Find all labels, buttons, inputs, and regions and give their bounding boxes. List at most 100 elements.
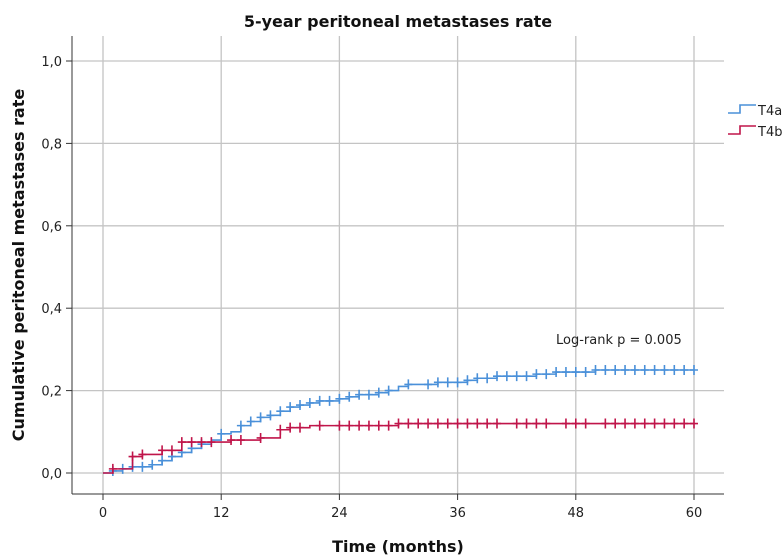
censor-mark-t4b	[522, 418, 531, 429]
censor-mark-t4a	[374, 387, 383, 398]
censor-mark-t4a	[493, 371, 501, 382]
censor-mark-t4a	[640, 365, 649, 375]
censor-mark-t4b	[680, 418, 689, 429]
censor-mark-t4a	[591, 365, 600, 375]
y-tick-label: 1,0	[41, 55, 62, 70]
x-tick-label: 12	[213, 506, 230, 521]
censor-mark-t4b	[571, 418, 580, 429]
x-tick-label: 36	[449, 506, 466, 521]
censor-mark-t4a	[315, 395, 324, 406]
censor-mark-t4b	[650, 418, 659, 429]
censor-mark-t4b	[355, 420, 364, 431]
censor-mark-t4a	[690, 365, 698, 375]
censor-mark-t4b	[424, 418, 433, 429]
censor-mark-t4b	[158, 445, 167, 456]
censor-mark-t4b	[394, 418, 403, 429]
plot-area	[72, 36, 724, 494]
censor-mark-t4b	[463, 418, 472, 429]
censor-mark-t4b	[138, 449, 147, 460]
censor-mark-t4a	[266, 410, 275, 421]
censor-mark-t4b	[207, 437, 216, 448]
legend-swatch-t4a	[728, 104, 756, 114]
censor-mark-t4b	[670, 418, 679, 429]
grid	[72, 36, 724, 494]
censor-mark-t4b	[128, 451, 137, 462]
censor-mark-t4b	[227, 435, 236, 446]
censor-mark-t4a	[158, 455, 167, 466]
censor-mark-t4b	[660, 418, 669, 429]
censor-mark-t4b	[345, 420, 354, 431]
censor-mark-t4a	[296, 400, 304, 411]
censor-mark-t4a	[286, 402, 295, 413]
censor-mark-t4b	[473, 418, 482, 429]
censor-mark-t4b	[443, 418, 452, 429]
x-tick-label: 48	[568, 506, 585, 521]
log-rank-annotation: Log-rank p = 0.005	[556, 333, 682, 348]
censor-mark-t4a	[581, 367, 590, 378]
censor-mark-t4a	[384, 385, 393, 396]
y-ticks: 0,0 0,2 0,4 0,6 0,8 1,0	[41, 55, 72, 482]
censor-mark-t4a	[138, 461, 147, 472]
censor-mark-t4b	[256, 432, 265, 443]
censor-mark-t4b	[601, 418, 610, 429]
censor-mark-t4b	[108, 463, 117, 474]
censor-mark-t4b	[483, 418, 492, 429]
censor-mark-t4b	[187, 437, 196, 448]
y-tick-label: 0,6	[41, 220, 62, 235]
censor-mark-t4b	[542, 418, 551, 429]
legend-item-t4a: T4a	[728, 104, 782, 119]
x-tick-label: 0	[99, 506, 107, 521]
series-layer	[103, 365, 698, 476]
censor-mark-t4b	[414, 418, 423, 429]
censor-mark-t4b	[611, 418, 620, 429]
series-t4a	[103, 365, 698, 476]
censor-mark-t4b	[621, 418, 630, 429]
censor-mark-t4b	[453, 418, 462, 429]
x-ticks: 0 12 24 36 48 60	[99, 494, 702, 521]
censor-mark-t4b	[630, 418, 639, 429]
censor-mark-t4a	[148, 459, 157, 470]
censor-mark-t4a	[552, 367, 561, 378]
censor-mark-t4a	[473, 373, 482, 384]
censor-mark-t4a	[364, 389, 373, 400]
legend-label-t4b: T4b	[757, 125, 782, 140]
censor-mark-t4b	[167, 445, 176, 456]
censor-mark-t4b	[433, 418, 442, 429]
censor-mark-t4b	[384, 420, 393, 431]
censor-mark-t4b	[374, 420, 383, 431]
y-tick-label: 0,4	[41, 302, 62, 317]
censor-mark-t4a	[424, 379, 433, 390]
censor-mark-t4b	[561, 418, 570, 429]
censor-mark-t4a	[542, 369, 551, 380]
legend-swatch-t4b	[728, 125, 756, 135]
censor-mark-t4b	[364, 420, 373, 431]
legend-item-t4b: T4b	[728, 125, 782, 140]
censor-mark-t4b	[690, 418, 698, 429]
censor-mark-t4a	[601, 365, 610, 375]
chart-title: 5-year peritoneal metastases rate	[244, 12, 552, 31]
censor-mark-t4b	[197, 437, 206, 448]
censor-mark-t4a	[660, 365, 669, 375]
x-tick-label: 24	[331, 506, 348, 521]
censor-mark-t4a	[502, 371, 511, 382]
censor-mark-t4a	[463, 375, 472, 386]
censor-mark-t4a	[650, 365, 659, 375]
censor-mark-t4a	[680, 365, 689, 375]
censor-mark-t4a	[611, 365, 620, 375]
censor-mark-t4b	[236, 435, 245, 446]
censor-mark-t4b	[296, 422, 304, 433]
legend-label-t4a: T4a	[757, 104, 782, 119]
censor-mark-t4a	[670, 365, 679, 375]
y-tick-label: 0,8	[41, 137, 62, 152]
censor-mark-t4a	[443, 377, 452, 388]
censor-mark-t4b	[286, 422, 295, 433]
censor-mark-t4a	[453, 377, 462, 388]
censor-mark-t4b	[335, 420, 344, 431]
censor-mark-t4a	[532, 369, 541, 380]
y-tick-label: 0,0	[41, 467, 62, 482]
censor-mark-t4a	[512, 371, 521, 382]
censor-mark-t4a	[433, 377, 442, 388]
censor-mark-t4a	[276, 406, 285, 417]
